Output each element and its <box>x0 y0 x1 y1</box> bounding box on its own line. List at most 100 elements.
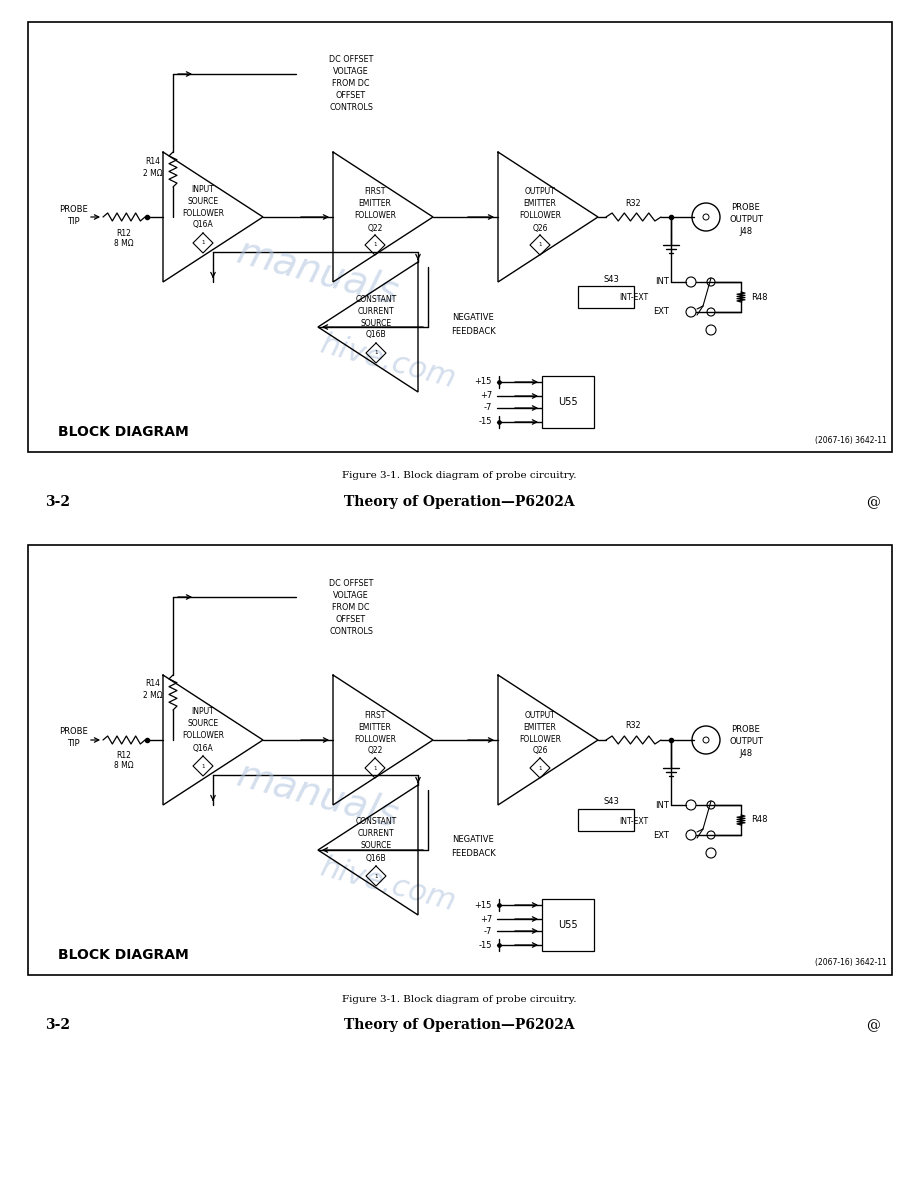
Bar <box>578 809 634 830</box>
Text: DC OFFSET: DC OFFSET <box>329 579 374 588</box>
Text: SOURCE: SOURCE <box>361 841 392 851</box>
Text: OUTPUT: OUTPUT <box>729 215 763 223</box>
Text: @: @ <box>866 1018 880 1032</box>
Text: NEGATIVE: NEGATIVE <box>453 835 494 845</box>
Text: BLOCK DIAGRAM: BLOCK DIAGRAM <box>58 948 188 962</box>
Text: Theory of Operation—P6202A: Theory of Operation—P6202A <box>343 495 575 508</box>
Text: 1: 1 <box>375 873 377 878</box>
Text: FEEDBACK: FEEDBACK <box>451 327 496 335</box>
Text: FOLLOWER: FOLLOWER <box>354 734 396 744</box>
Text: INT: INT <box>655 801 669 809</box>
Text: R12: R12 <box>117 228 131 238</box>
Text: -7: -7 <box>484 927 492 935</box>
Text: S43: S43 <box>603 274 619 284</box>
Text: FEEDBACK: FEEDBACK <box>451 849 496 859</box>
Text: CURRENT: CURRENT <box>358 307 395 316</box>
Text: FOLLOWER: FOLLOWER <box>182 732 224 740</box>
Text: PROBE: PROBE <box>59 727 87 737</box>
Text: R12: R12 <box>117 752 131 760</box>
Text: INT-EXT: INT-EXT <box>620 293 648 303</box>
Text: FROM DC: FROM DC <box>332 602 370 612</box>
Text: J48: J48 <box>739 750 753 758</box>
Bar <box>542 375 594 428</box>
Text: Q26: Q26 <box>532 223 548 233</box>
Text: S43: S43 <box>603 797 619 807</box>
Text: Q22: Q22 <box>367 746 383 756</box>
Text: CONSTANT: CONSTANT <box>355 295 397 303</box>
Text: 2 MΩ: 2 MΩ <box>143 169 162 177</box>
Text: 8 MΩ: 8 MΩ <box>114 239 134 247</box>
Text: R48: R48 <box>751 815 767 824</box>
Text: Figure 3-1. Block diagram of probe circuitry.: Figure 3-1. Block diagram of probe circu… <box>341 472 577 480</box>
Text: FOLLOWER: FOLLOWER <box>519 734 561 744</box>
Text: @: @ <box>866 495 880 508</box>
Text: SOURCE: SOURCE <box>187 720 218 728</box>
Text: manuals: manuals <box>233 232 403 311</box>
Text: 1: 1 <box>538 242 542 247</box>
Text: OFFSET: OFFSET <box>336 91 366 101</box>
Text: Theory of Operation—P6202A: Theory of Operation—P6202A <box>343 1018 575 1032</box>
Text: CONTROLS: CONTROLS <box>329 103 373 113</box>
Text: 2 MΩ: 2 MΩ <box>143 691 162 701</box>
Text: Q16A: Q16A <box>193 221 213 229</box>
Text: VOLTAGE: VOLTAGE <box>333 590 369 600</box>
Text: hive.com: hive.com <box>317 330 459 394</box>
Text: CONTROLS: CONTROLS <box>329 626 373 636</box>
Text: FROM DC: FROM DC <box>332 80 370 88</box>
Text: J48: J48 <box>739 227 753 235</box>
Text: R14: R14 <box>145 680 161 689</box>
Text: DC OFFSET: DC OFFSET <box>329 56 374 64</box>
Text: EXT: EXT <box>653 830 669 840</box>
Text: U55: U55 <box>558 397 577 407</box>
Text: TIP: TIP <box>67 739 79 748</box>
Text: 1: 1 <box>201 764 205 769</box>
Text: INPUT: INPUT <box>192 184 215 194</box>
Text: EMITTER: EMITTER <box>359 722 391 732</box>
Text: NEGATIVE: NEGATIVE <box>453 312 494 322</box>
Text: Q22: Q22 <box>367 223 383 233</box>
Text: 3-2: 3-2 <box>45 495 70 508</box>
Bar <box>542 899 594 952</box>
Text: VOLTAGE: VOLTAGE <box>333 68 369 76</box>
Text: manuals: manuals <box>233 756 403 835</box>
Text: SOURCE: SOURCE <box>361 318 392 328</box>
Text: (2067-16) 3642-11: (2067-16) 3642-11 <box>815 436 887 444</box>
Text: Q26: Q26 <box>532 746 548 756</box>
Text: -7: -7 <box>484 404 492 412</box>
Text: OUTPUT: OUTPUT <box>524 188 555 196</box>
Text: -15: -15 <box>478 417 492 426</box>
Text: FOLLOWER: FOLLOWER <box>182 209 224 217</box>
Text: OUTPUT: OUTPUT <box>729 738 763 746</box>
Text: CONSTANT: CONSTANT <box>355 817 397 827</box>
Text: 8 MΩ: 8 MΩ <box>114 762 134 771</box>
Text: +15: +15 <box>475 901 492 910</box>
Text: Figure 3-1. Block diagram of probe circuitry.: Figure 3-1. Block diagram of probe circu… <box>341 996 577 1005</box>
Text: hive.com: hive.com <box>317 853 459 917</box>
Text: +7: +7 <box>480 392 492 400</box>
Text: SOURCE: SOURCE <box>187 196 218 206</box>
Text: +15: +15 <box>475 378 492 386</box>
Text: (2067-16) 3642-11: (2067-16) 3642-11 <box>815 959 887 967</box>
Text: 1: 1 <box>201 240 205 246</box>
Text: OFFSET: OFFSET <box>336 614 366 624</box>
Text: OUTPUT: OUTPUT <box>524 710 555 720</box>
Text: Q16B: Q16B <box>365 330 386 340</box>
Text: 1: 1 <box>538 765 542 771</box>
Text: 1: 1 <box>375 350 377 355</box>
Bar <box>578 286 634 308</box>
Text: INT-EXT: INT-EXT <box>620 816 648 826</box>
Text: 1: 1 <box>374 765 376 771</box>
Text: EXT: EXT <box>653 308 669 316</box>
Text: R32: R32 <box>625 198 641 208</box>
Text: R32: R32 <box>625 721 641 731</box>
Text: PROBE: PROBE <box>59 204 87 214</box>
Text: PROBE: PROBE <box>732 202 760 211</box>
Text: Q16A: Q16A <box>193 744 213 752</box>
Text: INPUT: INPUT <box>192 708 215 716</box>
Text: U55: U55 <box>558 920 577 930</box>
Bar <box>28 23 892 451</box>
Text: Q16B: Q16B <box>365 853 386 862</box>
Text: FOLLOWER: FOLLOWER <box>354 211 396 221</box>
Text: R48: R48 <box>751 292 767 302</box>
Text: CURRENT: CURRENT <box>358 829 395 839</box>
